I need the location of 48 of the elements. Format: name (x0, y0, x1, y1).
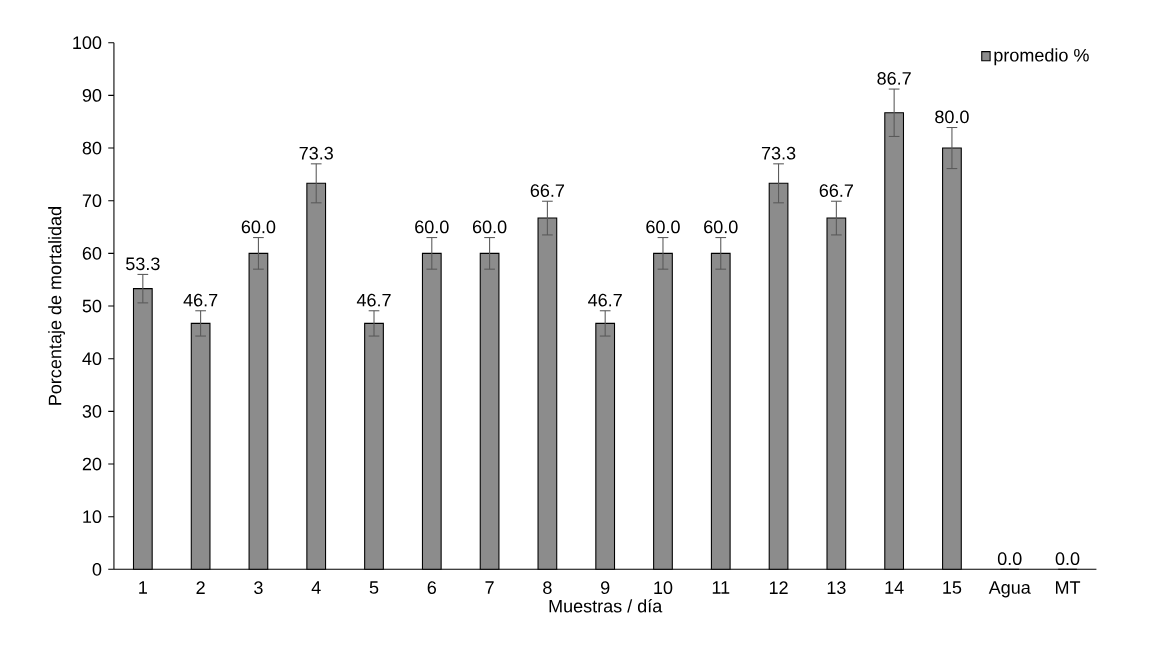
y-tick-label: 90 (82, 89, 102, 102)
data-label: 60.0 (415, 220, 449, 234)
data-label: 60.0 (472, 220, 507, 234)
x-tick-label: 6 (427, 581, 437, 595)
x-tick-label: 4 (311, 581, 321, 594)
data-label: 73.3 (761, 146, 796, 160)
x-tick-label: MT (1056, 581, 1081, 594)
x-tick-label: 12 (769, 581, 788, 594)
x-tick-label: 2 (196, 581, 205, 594)
data-label: 73.3 (299, 146, 333, 160)
data-label: 46.7 (356, 293, 391, 307)
y-tick-label: 0 (92, 563, 102, 576)
data-label: 60.0 (646, 220, 680, 234)
legend-label: promedio % (994, 48, 1089, 66)
y-tick-label: 60 (82, 247, 102, 260)
y-tick-label: 100 (73, 36, 102, 50)
data-label: 46.7 (183, 293, 218, 307)
y-tick-label: 70 (82, 194, 102, 208)
x-tick-label: 9 (601, 581, 610, 595)
x-tick-label: 1 (139, 581, 147, 594)
y-tick-label: 20 (82, 457, 102, 471)
x-tick-label: 15 (943, 581, 962, 594)
y-axis-title: Porcentaje de mortalidad (48, 207, 65, 405)
data-label: 60.0 (704, 220, 738, 234)
y-tick-label: 80 (82, 141, 102, 155)
data-label: 0.0 (1055, 552, 1080, 566)
x-axis-title: Muestras / día (549, 599, 663, 613)
x-tick-label: 5 (369, 581, 379, 594)
data-label: 66.7 (530, 184, 565, 198)
x-tick-label: 8 (543, 581, 552, 595)
x-tick-label: 14 (885, 581, 904, 594)
y-tick-label: 50 (82, 299, 102, 313)
data-label: 66.7 (819, 184, 853, 198)
data-label: 46.7 (588, 293, 622, 307)
x-tick-label: 13 (827, 581, 846, 595)
x-tick-label: 10 (654, 581, 673, 595)
y-tick-label: 40 (82, 352, 102, 366)
data-label: 80.0 (935, 110, 969, 124)
data-label: 86.7 (877, 72, 911, 85)
x-tick-label: 3 (254, 581, 263, 595)
data-label: 53.3 (126, 257, 160, 271)
x-tick-label: Agua (988, 581, 1031, 598)
y-tick-label: 30 (82, 405, 102, 418)
y-tick-label: 10 (83, 510, 102, 524)
data-label: 0.0 (997, 552, 1022, 566)
x-tick-label: 11 (712, 581, 730, 594)
x-tick-label: 7 (485, 581, 494, 594)
data-label: 60.0 (241, 220, 276, 234)
